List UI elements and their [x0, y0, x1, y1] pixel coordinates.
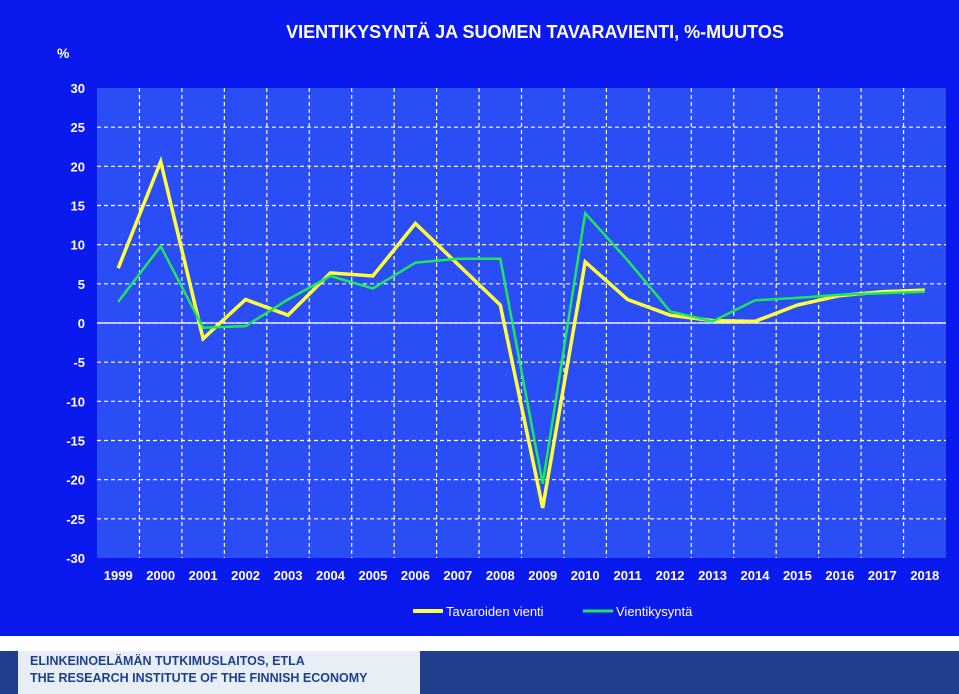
y-tick-label: 10 [71, 238, 85, 253]
y-tick-label: 20 [71, 159, 85, 174]
x-tick-label: 2000 [146, 568, 175, 583]
legend-label: Vientikysyntä [616, 604, 693, 619]
y-tick-label: 25 [71, 120, 85, 135]
y-tick-label: -20 [66, 473, 85, 488]
y-tick-label: 15 [71, 199, 85, 214]
series-line-tavaroiden-vienti [116, 155, 925, 509]
x-tick-label: 2007 [443, 568, 472, 583]
y-tick-label: -15 [66, 434, 85, 449]
y-axis-unit-label: % [57, 45, 70, 61]
footer-left-accent [0, 651, 18, 694]
y-tick-label: -10 [66, 394, 85, 409]
x-tick-label: 2018 [910, 568, 939, 583]
x-tick-label: 2013 [698, 568, 727, 583]
x-tick-label: 2016 [825, 568, 854, 583]
y-tick-label: 30 [71, 81, 85, 96]
x-tick-label: 2017 [868, 568, 897, 583]
x-tick-label: 2014 [741, 568, 771, 583]
footer-text-panel [18, 651, 420, 694]
x-tick-label: 2012 [656, 568, 685, 583]
chart-title: VIENTIKYSYNTÄ JA SUOMEN TAVARAVIENTI, %-… [286, 22, 784, 42]
y-tick-label: -25 [66, 512, 85, 527]
footer-org-name-fi: ELINKEINOELÄMÄN TUTKIMUSLAITOS, ETLA [30, 654, 305, 668]
x-tick-label: 2015 [783, 568, 812, 583]
x-tick-label: 1999 [104, 568, 133, 583]
x-tick-label: 2011 [614, 568, 642, 583]
x-tick-label: 2001 [189, 568, 218, 583]
x-tick-label: 2006 [401, 568, 430, 583]
legend-label: Tavaroiden vienti [446, 604, 544, 619]
series-line-vientikysynta [117, 210, 925, 484]
x-tick-label: 2005 [358, 568, 387, 583]
x-tick-label: 2004 [316, 568, 346, 583]
x-tick-label: 2008 [486, 568, 515, 583]
footer-right-band [420, 651, 959, 694]
x-tick-label: 2002 [231, 568, 260, 583]
x-tick-label: 2010 [571, 568, 600, 583]
x-tick-label: 2003 [274, 568, 303, 583]
y-tick-label: -5 [73, 355, 85, 370]
footer-org-name-en: THE RESEARCH INSTITUTE OF THE FINNISH EC… [30, 671, 368, 685]
y-tick-label: 5 [78, 277, 85, 292]
y-tick-label: -30 [66, 551, 85, 566]
y-tick-label: 0 [78, 316, 85, 331]
x-tick-label: 2009 [528, 568, 557, 583]
